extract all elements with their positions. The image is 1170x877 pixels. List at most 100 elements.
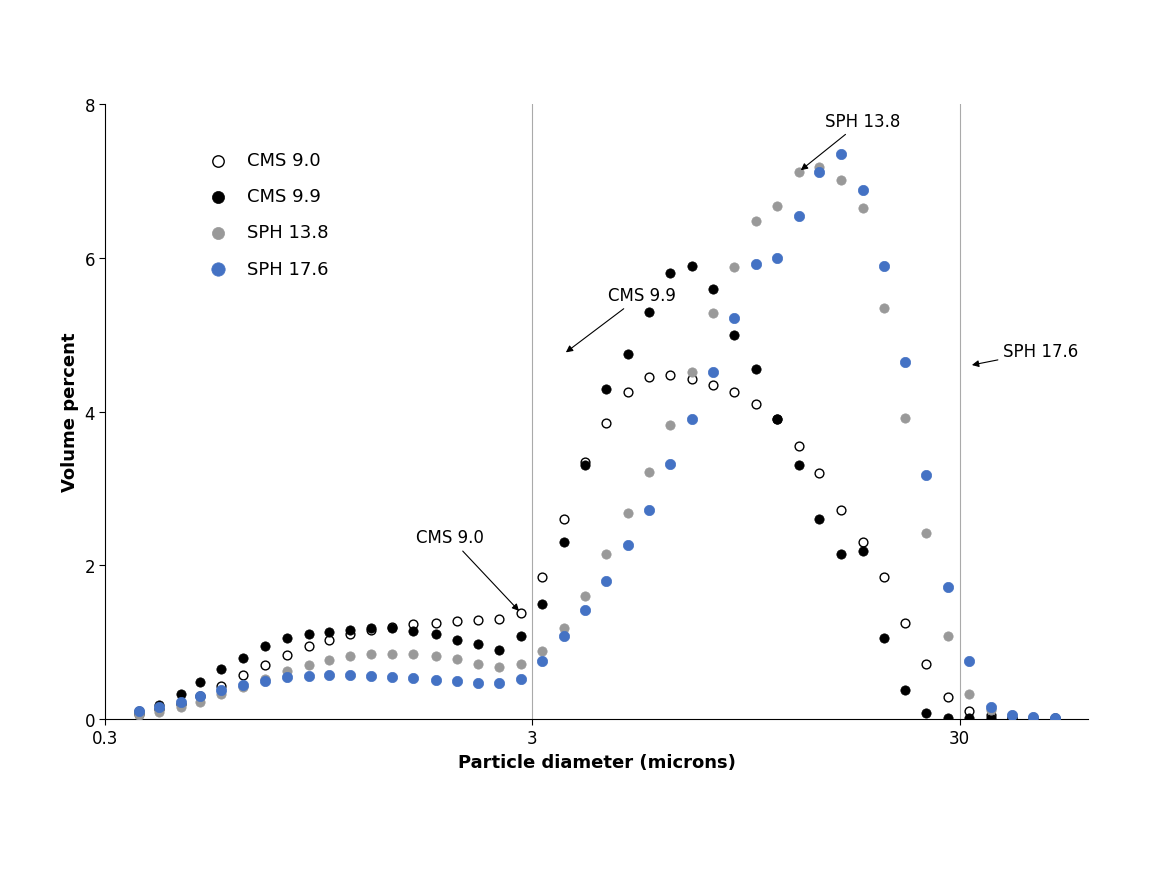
SPH 17.6 bbox=[661, 458, 680, 472]
CMS 9.0 bbox=[171, 696, 190, 710]
SPH 17.6 bbox=[810, 166, 828, 180]
SPH 13.8 bbox=[810, 161, 828, 175]
Text: SPH 17.6: SPH 17.6 bbox=[973, 343, 1079, 367]
SPH 17.6 bbox=[256, 674, 275, 688]
CMS 9.0 bbox=[234, 668, 253, 682]
SPH 13.8 bbox=[618, 506, 636, 520]
CMS 9.9 bbox=[191, 675, 209, 689]
SPH 13.8 bbox=[278, 665, 297, 679]
CMS 9.0 bbox=[938, 691, 957, 705]
SPH 17.6 bbox=[1024, 710, 1042, 724]
SPH 17.6 bbox=[278, 671, 297, 685]
SPH 17.6 bbox=[171, 695, 190, 709]
SPH 13.8 bbox=[790, 166, 808, 180]
SPH 17.6 bbox=[212, 683, 230, 697]
SPH 13.8 bbox=[661, 419, 680, 433]
CMS 9.0 bbox=[1045, 711, 1064, 725]
CMS 9.9 bbox=[896, 683, 915, 697]
SPH 13.8 bbox=[383, 647, 401, 661]
CMS 9.9 bbox=[597, 382, 615, 396]
SPH 17.6 bbox=[340, 668, 359, 682]
SPH 13.8 bbox=[597, 547, 615, 561]
SPH 13.8 bbox=[404, 647, 422, 661]
CMS 9.0 bbox=[426, 617, 445, 631]
CMS 9.0 bbox=[640, 371, 659, 385]
SPH 13.8 bbox=[171, 701, 190, 715]
CMS 9.9 bbox=[448, 633, 467, 647]
CMS 9.0 bbox=[1024, 711, 1042, 725]
CMS 9.0 bbox=[130, 707, 149, 721]
CMS 9.0 bbox=[340, 628, 359, 642]
SPH 17.6 bbox=[982, 701, 1000, 715]
CMS 9.0 bbox=[982, 709, 1000, 723]
CMS 9.0 bbox=[703, 378, 722, 392]
SPH 17.6 bbox=[682, 413, 701, 427]
SPH 17.6 bbox=[576, 603, 594, 617]
SPH 17.6 bbox=[300, 669, 318, 683]
CMS 9.0 bbox=[150, 702, 168, 717]
SPH 13.8 bbox=[640, 465, 659, 479]
CMS 9.9 bbox=[661, 267, 680, 281]
CMS 9.9 bbox=[490, 643, 509, 657]
CMS 9.9 bbox=[532, 597, 551, 611]
CMS 9.0 bbox=[853, 536, 872, 550]
SPH 17.6 bbox=[640, 503, 659, 517]
CMS 9.9 bbox=[340, 623, 359, 637]
SPH 17.6 bbox=[426, 673, 445, 687]
SPH 13.8 bbox=[725, 261, 744, 275]
CMS 9.0 bbox=[618, 386, 636, 400]
SPH 13.8 bbox=[982, 703, 1000, 717]
CMS 9.9 bbox=[130, 704, 149, 718]
CMS 9.9 bbox=[234, 651, 253, 665]
CMS 9.0 bbox=[448, 615, 467, 629]
Text: CMS 9.9: CMS 9.9 bbox=[566, 287, 675, 353]
SPH 13.8 bbox=[448, 652, 467, 667]
SPH 13.8 bbox=[532, 645, 551, 659]
SPH 13.8 bbox=[130, 709, 149, 723]
SPH 13.8 bbox=[191, 695, 209, 709]
CMS 9.9 bbox=[150, 698, 168, 712]
SPH 17.6 bbox=[725, 311, 744, 325]
CMS 9.0 bbox=[256, 659, 275, 673]
SPH 17.6 bbox=[363, 669, 381, 683]
SPH 17.6 bbox=[790, 210, 808, 224]
CMS 9.9 bbox=[300, 628, 318, 642]
CMS 9.9 bbox=[278, 631, 297, 645]
SPH 13.8 bbox=[426, 649, 445, 663]
SPH 17.6 bbox=[448, 674, 467, 688]
SPH 17.6 bbox=[853, 184, 872, 198]
SPH 13.8 bbox=[853, 202, 872, 216]
SPH 17.6 bbox=[319, 668, 338, 682]
CMS 9.9 bbox=[831, 547, 849, 561]
SPH 13.8 bbox=[576, 589, 594, 603]
Y-axis label: Volume percent: Volume percent bbox=[61, 332, 78, 492]
CMS 9.0 bbox=[810, 467, 828, 481]
SPH 13.8 bbox=[875, 302, 894, 316]
CMS 9.9 bbox=[404, 624, 422, 638]
SPH 17.6 bbox=[191, 689, 209, 703]
SPH 13.8 bbox=[490, 660, 509, 674]
SPH 17.6 bbox=[383, 670, 401, 684]
CMS 9.9 bbox=[511, 629, 530, 643]
CMS 9.9 bbox=[875, 631, 894, 645]
CMS 9.9 bbox=[746, 363, 765, 377]
SPH 13.8 bbox=[682, 365, 701, 379]
CMS 9.0 bbox=[725, 386, 744, 400]
CMS 9.0 bbox=[917, 657, 936, 671]
SPH 17.6 bbox=[938, 581, 957, 595]
SPH 17.6 bbox=[234, 679, 253, 693]
CMS 9.9 bbox=[790, 459, 808, 473]
CMS 9.0 bbox=[300, 639, 318, 653]
CMS 9.0 bbox=[682, 373, 701, 387]
CMS 9.9 bbox=[703, 282, 722, 296]
SPH 17.6 bbox=[618, 538, 636, 552]
SPH 17.6 bbox=[469, 676, 488, 690]
SPH 13.8 bbox=[938, 629, 957, 643]
SPH 17.6 bbox=[959, 654, 978, 668]
SPH 17.6 bbox=[555, 629, 573, 643]
SPH 13.8 bbox=[1003, 709, 1021, 723]
CMS 9.9 bbox=[810, 512, 828, 526]
SPH 17.6 bbox=[875, 260, 894, 274]
CMS 9.9 bbox=[682, 260, 701, 274]
CMS 9.0 bbox=[363, 623, 381, 637]
